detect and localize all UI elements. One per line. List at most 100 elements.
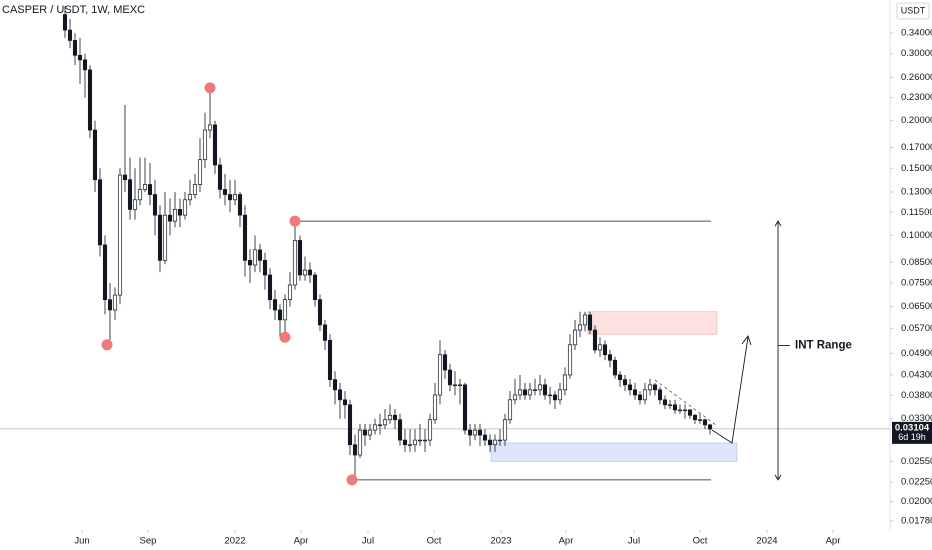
candle-body [252, 249, 258, 266]
y-tick-label: 0.23000 [901, 92, 932, 103]
x-tick-label: Apr [559, 536, 574, 547]
y-tick-label: 0.34000 [901, 27, 932, 38]
candle-body [62, 14, 68, 31]
y-tick-label: 0.07500 [901, 277, 932, 288]
candle-body [232, 194, 238, 201]
candle-body [77, 54, 83, 61]
candle-body [387, 414, 393, 421]
candle-body [377, 424, 383, 427]
candle-body [692, 414, 698, 421]
candle-body [227, 194, 233, 201]
trendline [654, 379, 717, 426]
candle-body [187, 194, 193, 201]
candle-body [437, 354, 443, 396]
candle-body [477, 429, 483, 436]
candle-body [417, 439, 423, 442]
candle-body [317, 299, 323, 326]
candle-body [622, 379, 628, 386]
y-tick-label: 0.17000 [901, 142, 932, 153]
y-tick-label: 0.26000 [901, 72, 932, 83]
candle-body [132, 199, 138, 210]
candle-body [482, 434, 488, 441]
candle-body [152, 194, 158, 216]
candle-body [572, 329, 578, 346]
y-tick-label: 0.03300 [901, 413, 932, 424]
candle-body [677, 409, 683, 412]
y-tick-label: 0.02000 [901, 496, 932, 507]
candle-body [247, 259, 253, 266]
currency-box[interactable] [896, 2, 930, 20]
candle-body [507, 399, 513, 421]
candle-body [362, 429, 368, 436]
x-tick-label: Sep [140, 536, 157, 547]
x-tick-label: 2024 [756, 536, 777, 547]
candle-body [617, 374, 623, 380]
candle-body [577, 324, 583, 331]
candle-body [162, 214, 168, 261]
candle-body [382, 419, 388, 426]
candle-body [347, 404, 353, 446]
candle-body [512, 394, 518, 401]
candle-body [97, 179, 103, 246]
candle-body [702, 419, 708, 426]
x-tick-label: 2023 [490, 536, 511, 547]
candle-body [472, 429, 478, 436]
candle-body [687, 409, 693, 416]
candle-body [167, 214, 173, 222]
y-tick-label: 0.15000 [901, 163, 932, 174]
candle-body [427, 419, 433, 441]
candle-body [287, 284, 293, 300]
candle-body [642, 389, 648, 401]
candle-body [612, 359, 618, 376]
x-tick-label: Jun [74, 536, 89, 547]
candle-body [562, 374, 568, 391]
x-tick-label: Jul [628, 536, 640, 547]
candle-body [632, 389, 638, 396]
currency: USDT [901, 5, 926, 15]
candle-body [672, 404, 678, 411]
zone [587, 311, 718, 335]
candle-body [142, 184, 148, 190]
candle-body [532, 389, 538, 391]
candle-body [262, 259, 268, 276]
plot: 0.34000 0.30000 0.26000 0.23000 0.20000 0.170… [0, 6, 932, 547]
candle-body [107, 299, 113, 311]
candle-body [492, 439, 498, 446]
y-tick-label: 0.02250 [901, 477, 932, 488]
countdown: 6d 19h [898, 432, 926, 442]
candle-body [312, 274, 318, 300]
candle-body [337, 389, 343, 401]
chart-title: CASPER / USDT, 1W, MEXC [2, 4, 145, 16]
y-tick-label: 0.20000 [901, 115, 932, 126]
pivot-marker [204, 82, 216, 94]
candle-body [277, 309, 283, 321]
y-tick-label: 0.30000 [901, 48, 932, 59]
candle-body [647, 384, 653, 391]
candle-body [67, 29, 73, 41]
candle-body [697, 419, 703, 421]
candle-body [297, 240, 303, 276]
range-label: INT Range [795, 340, 852, 352]
y-tick-label: 0.03800 [901, 390, 932, 401]
zone [490, 442, 738, 462]
candle-body [342, 399, 348, 406]
x-tick-label: Oct [693, 536, 708, 547]
pivot-marker [289, 215, 301, 227]
candle-body [602, 344, 608, 356]
projection [711, 336, 749, 444]
candle-body [112, 294, 118, 311]
candle-body [127, 179, 133, 210]
candle-body [592, 329, 598, 351]
candle-body [627, 384, 633, 391]
pivot-marker [346, 474, 358, 486]
candle-body [552, 394, 558, 401]
candle-body [117, 174, 123, 296]
y-tick-label: 0.08500 [901, 257, 932, 268]
y-tick-label: 0.04300 [901, 369, 932, 380]
y-tick-label: 0.13000 [901, 186, 932, 197]
candle-body [452, 384, 458, 387]
candle-body [522, 389, 528, 396]
candle-body [402, 439, 408, 446]
y-tick-label: 0.05700 [901, 323, 932, 334]
